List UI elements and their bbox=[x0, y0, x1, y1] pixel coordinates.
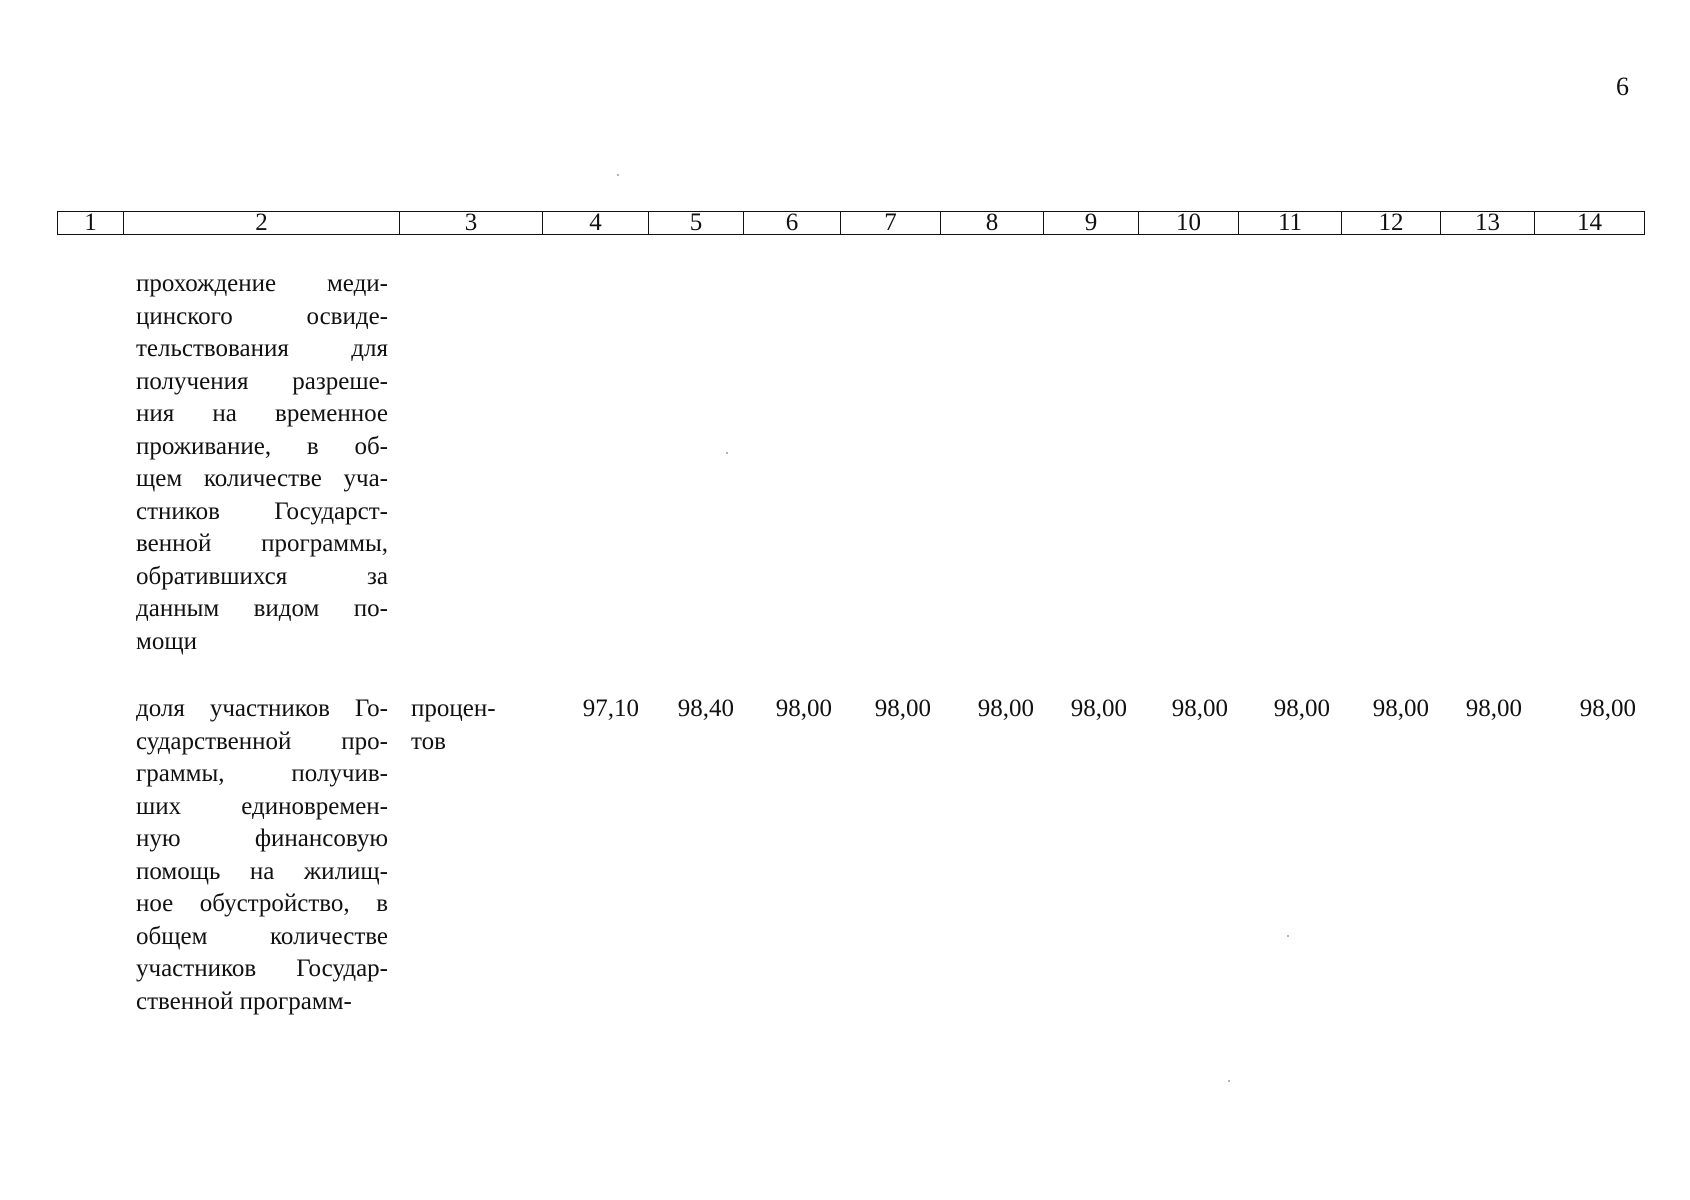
description-line: тельствования для bbox=[136, 335, 388, 362]
column-number-header: 1 2 3 4 5 6 7 8 9 10 11 12 13 14 bbox=[57, 211, 1645, 235]
description-line: обратившихся за bbox=[136, 562, 388, 590]
header-cell: 6 bbox=[743, 211, 841, 235]
row-2-value-col-13: 98,00 bbox=[1465, 695, 1522, 722]
header-row: 1 2 3 4 5 6 7 8 9 10 11 12 13 14 bbox=[57, 211, 1645, 235]
description-line: венной программы, bbox=[136, 530, 388, 557]
row-2-value-col-6: 98,00 bbox=[775, 695, 832, 722]
header-cell: 7 bbox=[840, 211, 941, 235]
description-line: мощи bbox=[136, 627, 197, 655]
description-line: получения разреше- bbox=[136, 367, 388, 395]
description-line: ную финансовую bbox=[136, 825, 388, 852]
unit-line: процен- bbox=[411, 695, 496, 722]
description-line: общем количестве bbox=[136, 922, 388, 950]
description-line: ших единовремен- bbox=[136, 792, 388, 820]
description-line: прохождение меди- bbox=[136, 270, 388, 297]
scan-speck bbox=[1228, 1080, 1230, 1082]
description-line: участников Государ- bbox=[136, 955, 388, 982]
unit-line: тов bbox=[411, 727, 446, 755]
header-cell: 9 bbox=[1043, 211, 1139, 235]
row-2-value-col-14: 98,00 bbox=[1579, 695, 1636, 722]
description-line: ное обустройство, в bbox=[136, 890, 388, 917]
row-1-description: прохождение меди- цинского освиде- тельс… bbox=[136, 268, 388, 658]
header-cell: 14 bbox=[1534, 211, 1645, 235]
page-number: 6 bbox=[1616, 72, 1629, 101]
scan-speck bbox=[617, 174, 619, 176]
row-2-value-col-9: 98,00 bbox=[1070, 695, 1127, 722]
row-2-value-col-7: 98,00 bbox=[874, 695, 931, 722]
header-cell: 12 bbox=[1341, 211, 1441, 235]
header-cell: 3 bbox=[399, 211, 543, 235]
header-cell: 5 bbox=[648, 211, 744, 235]
header-cell: 1 bbox=[57, 211, 124, 235]
row-2-value-col-8: 98,00 bbox=[977, 695, 1034, 722]
row-2-description: доля участников Го- сударственной про- г… bbox=[136, 693, 388, 1018]
scan-speck bbox=[1287, 935, 1289, 937]
header-cell: 2 bbox=[123, 211, 400, 235]
description-line: граммы, получив- bbox=[136, 760, 388, 787]
row-2-value-col-12: 98,00 bbox=[1372, 695, 1429, 722]
scan-speck bbox=[726, 452, 728, 454]
row-2-value-col-5: 98,40 bbox=[677, 695, 734, 722]
description-line: помощь на жилищ- bbox=[136, 857, 388, 885]
description-line: щем количестве уча- bbox=[136, 465, 388, 492]
description-line: ственной программ- bbox=[136, 987, 352, 1015]
header-cell: 10 bbox=[1138, 211, 1239, 235]
description-line: проживание, в об- bbox=[136, 432, 388, 460]
header-cell: 11 bbox=[1238, 211, 1342, 235]
description-line: доля участников Го- bbox=[136, 695, 388, 722]
description-line: данным видом по- bbox=[136, 595, 388, 622]
description-line: стников Государст- bbox=[136, 497, 388, 525]
row-2-value-col-4: 97,10 bbox=[582, 695, 639, 722]
row-2-value-col-10: 98,00 bbox=[1171, 695, 1228, 722]
row-2-value-col-11: 98,00 bbox=[1273, 695, 1330, 722]
header-cell: 8 bbox=[940, 211, 1044, 235]
header-cell: 4 bbox=[542, 211, 649, 235]
row-2-unit: процен- тов bbox=[411, 693, 496, 758]
header-cell: 13 bbox=[1440, 211, 1535, 235]
description-line: ния на временное bbox=[136, 400, 388, 427]
description-line: цинского освиде- bbox=[136, 302, 388, 330]
description-line: сударственной про- bbox=[136, 727, 388, 755]
